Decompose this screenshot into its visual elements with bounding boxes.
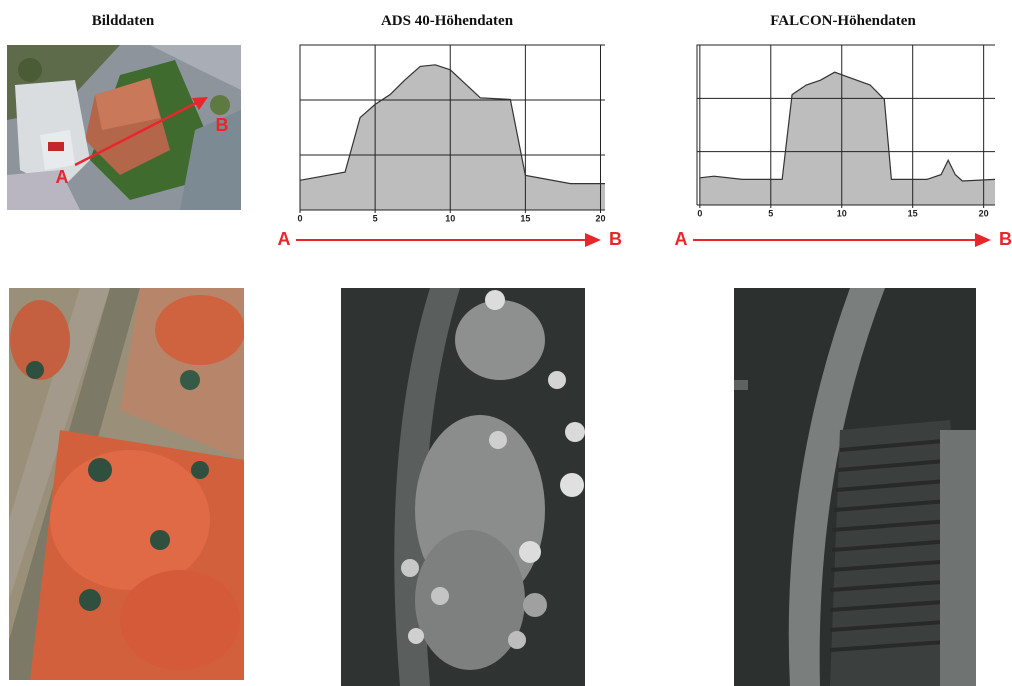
x-tick-label: 0 [297, 213, 302, 223]
falcon-dsm-image [734, 288, 976, 686]
arrow-head [585, 233, 601, 247]
x-tick-label: 0 [697, 208, 702, 218]
x-tick-label: 20 [979, 208, 989, 218]
axis-end-label: B [999, 229, 1012, 249]
x-tick-label: 5 [768, 208, 773, 218]
axis-end-label: A [675, 229, 688, 249]
x-tick-label: 15 [908, 208, 918, 218]
column-heading: ADS 40-Höhendaten [381, 13, 514, 29]
x-tick-label: 5 [373, 213, 378, 223]
aerial-photo: A B [7, 45, 241, 210]
axis-end-label: B [609, 229, 622, 249]
profile-chart: 0 5 10 15 20 A B [278, 45, 623, 249]
photo-label: B [216, 115, 229, 135]
axis-end-label: A [278, 229, 291, 249]
x-tick-label: 15 [520, 213, 530, 223]
x-tick-label: 20 [595, 213, 605, 223]
infrared-image [9, 288, 245, 680]
profile-chart: 0 5 10 15 20 A B [675, 45, 1012, 249]
ads40-dsm-image [341, 288, 585, 686]
x-tick-label: 10 [837, 208, 847, 218]
figure: Bilddaten ADS 40-Höhendaten FALCON-Höhen… [0, 0, 1012, 686]
column-heading: FALCON-Höhendaten [770, 13, 916, 29]
photo-label: A [56, 167, 69, 187]
column-heading: Bilddaten [92, 13, 155, 29]
arrow-head [975, 233, 991, 247]
x-tick-label: 10 [445, 213, 455, 223]
